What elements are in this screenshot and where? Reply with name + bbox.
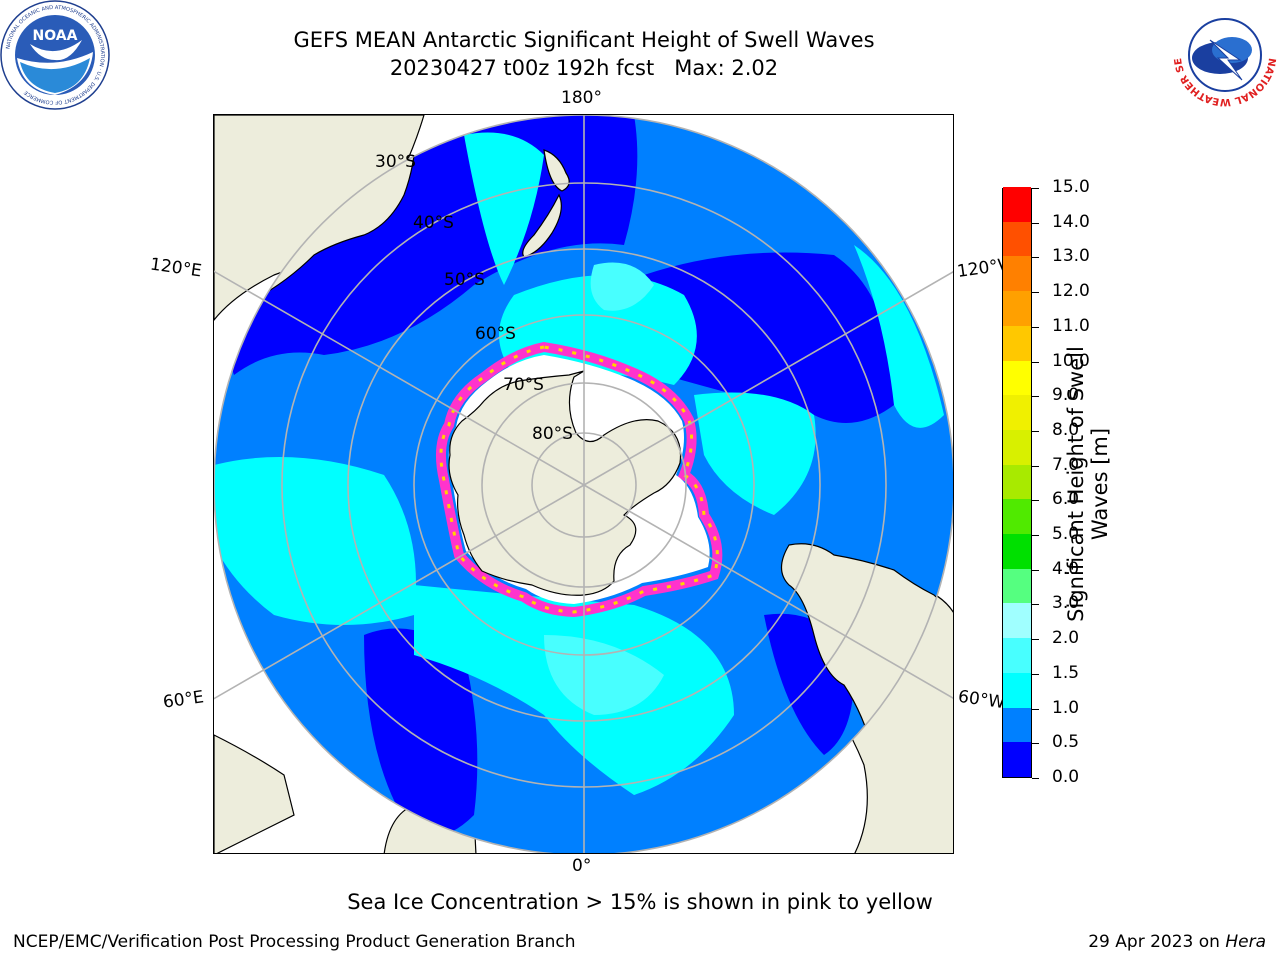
colorbar-tick-label: 11.0 [1052,315,1090,336]
colorbar-segment [1003,672,1031,708]
colorbar-tick-label: 2.0 [1052,628,1080,649]
colorbar-segment [1003,186,1031,222]
lat-label-60s: 60°S [475,324,516,344]
colorbar-tick-mark [1032,257,1039,259]
colorbar-tick-mark [1032,639,1039,641]
colorbar-tick-label: 13.0 [1052,246,1090,267]
colorbar-tick-mark [1032,778,1039,779]
footer-machine: Hera [1225,932,1266,952]
colorbar-segment [1003,707,1031,743]
colorbar-tick-mark [1032,292,1039,294]
graticule [214,115,953,853]
colorbar [1002,186,1032,778]
mid-swell-region [464,132,544,285]
colorbar-tick-mark [1032,743,1039,745]
colorbar-segment [1003,498,1031,535]
colorbar-tick-label: 15.0 [1052,177,1090,197]
noaa-logo: NOAA NATIONAL OCEANIC AND ATMOSPHERIC AD… [0,0,110,110]
lat-label-40s: 40°S [413,213,454,233]
meridian-line [214,484,585,700]
lat-label-80s: 80°S [532,424,573,444]
colorbar-tick-mark [1032,673,1039,675]
colorbar-tick-mark [1032,500,1039,502]
footer-branch: NCEP/EMC/Verification Post Processing Pr… [13,932,576,952]
lat-label-30s: 30°S [375,152,416,172]
colorbar-tick-label: 10.0 [1052,350,1090,371]
colorbar-segment [1003,533,1031,569]
chart-title: GEFS MEAN Antarctic Significant Height o… [184,26,984,82]
lon-label-60e: 60°E [161,687,206,713]
colorbar-tick-mark [1032,188,1039,189]
title-line-2: 20230427 t00z 192h fcst Max: 2.02 [389,56,779,80]
mid-swell-region [214,457,416,625]
colorbar-tick-label: 0.5 [1052,732,1080,753]
colorbar-tick-label: 7.0 [1052,454,1080,475]
colorbar-tick-mark [1032,396,1039,398]
lon-label-0: 0° [572,856,592,876]
colorbar-tick-label: 9.0 [1052,385,1080,406]
colorbar-segment [1003,394,1031,430]
colorbar-title: Significant Height of Swell Waves [m] [1064,294,1112,674]
lat-label-70s: 70°S [503,375,544,395]
meridian-line [583,271,953,486]
lon-label-60w: 60°W [956,686,1007,714]
colorbar-tick-mark [1032,430,1039,432]
colorbar-title-line-2: Waves [m] [1088,427,1112,541]
colorbar-tick-label: 1.0 [1052,697,1080,718]
colorbar-tick-label: 3.0 [1052,593,1080,614]
sea-ice-fringe [435,341,723,618]
footer-date: 29 Apr 2023 on Hera [1088,932,1266,952]
colorbar-tick-mark [1032,326,1039,328]
colorbar-segment [1003,429,1031,465]
colorbar-tick-mark [1032,535,1039,537]
mid-swell-region [694,392,816,515]
colorbar-tick-mark [1032,708,1039,710]
colorbar-segment [1003,637,1031,673]
meridian-line [214,270,585,486]
colorbar-tick-label: 5.0 [1052,524,1080,545]
colorbar-segment [1003,290,1031,326]
lon-label-120e: 120°E [148,254,203,282]
mid-swell-region [854,245,944,428]
colorbar-tick-mark [1032,604,1039,606]
noaa-logo-text: NOAA [33,28,78,44]
colorbar-segment [1003,360,1031,396]
colorbar-tick-label: 14.0 [1052,211,1090,232]
colorbar-tick-label: 6.0 [1052,489,1080,510]
colorbar-segment [1003,464,1031,500]
colorbar-segment [1003,568,1031,604]
sea-ice-caption: Sea Ice Concentration > 15% is shown in … [347,890,933,914]
colorbar-segment [1003,221,1031,257]
colorbar-tick-label: 8.0 [1052,419,1080,440]
colorbar-tick-mark [1032,465,1039,467]
title-line-1: GEFS MEAN Antarctic Significant Height o… [293,28,875,52]
map-svg [214,115,953,853]
footer-date-text: 29 Apr 2023 on [1088,932,1226,952]
lat-label-50s: 50°S [444,270,485,290]
colorbar-segment [1003,602,1031,639]
colorbar-tick-label: 0.0 [1052,767,1080,787]
meridian-line [583,484,953,699]
colorbar-tick-label: 1.5 [1052,662,1080,683]
colorbar-tick-label: 4.0 [1052,558,1080,579]
colorbar-segment [1003,325,1031,361]
colorbar-segment [1003,255,1031,292]
colorbar-tick-mark [1032,361,1039,363]
colorbar-tick-mark [1032,569,1039,571]
nws-logo: NATIONAL WEATHER SERVICE [1166,0,1280,110]
low-swell-region [364,628,478,838]
colorbar-segment [1003,741,1031,777]
colorbar-title-line-1: Significant Height of Swell [1064,346,1088,622]
high-swell-region [590,262,654,311]
polar-map [213,114,954,854]
colorbar-tick-mark [1032,222,1039,224]
lon-label-180: 180° [561,88,602,108]
colorbar-tick-label: 12.0 [1052,281,1090,302]
